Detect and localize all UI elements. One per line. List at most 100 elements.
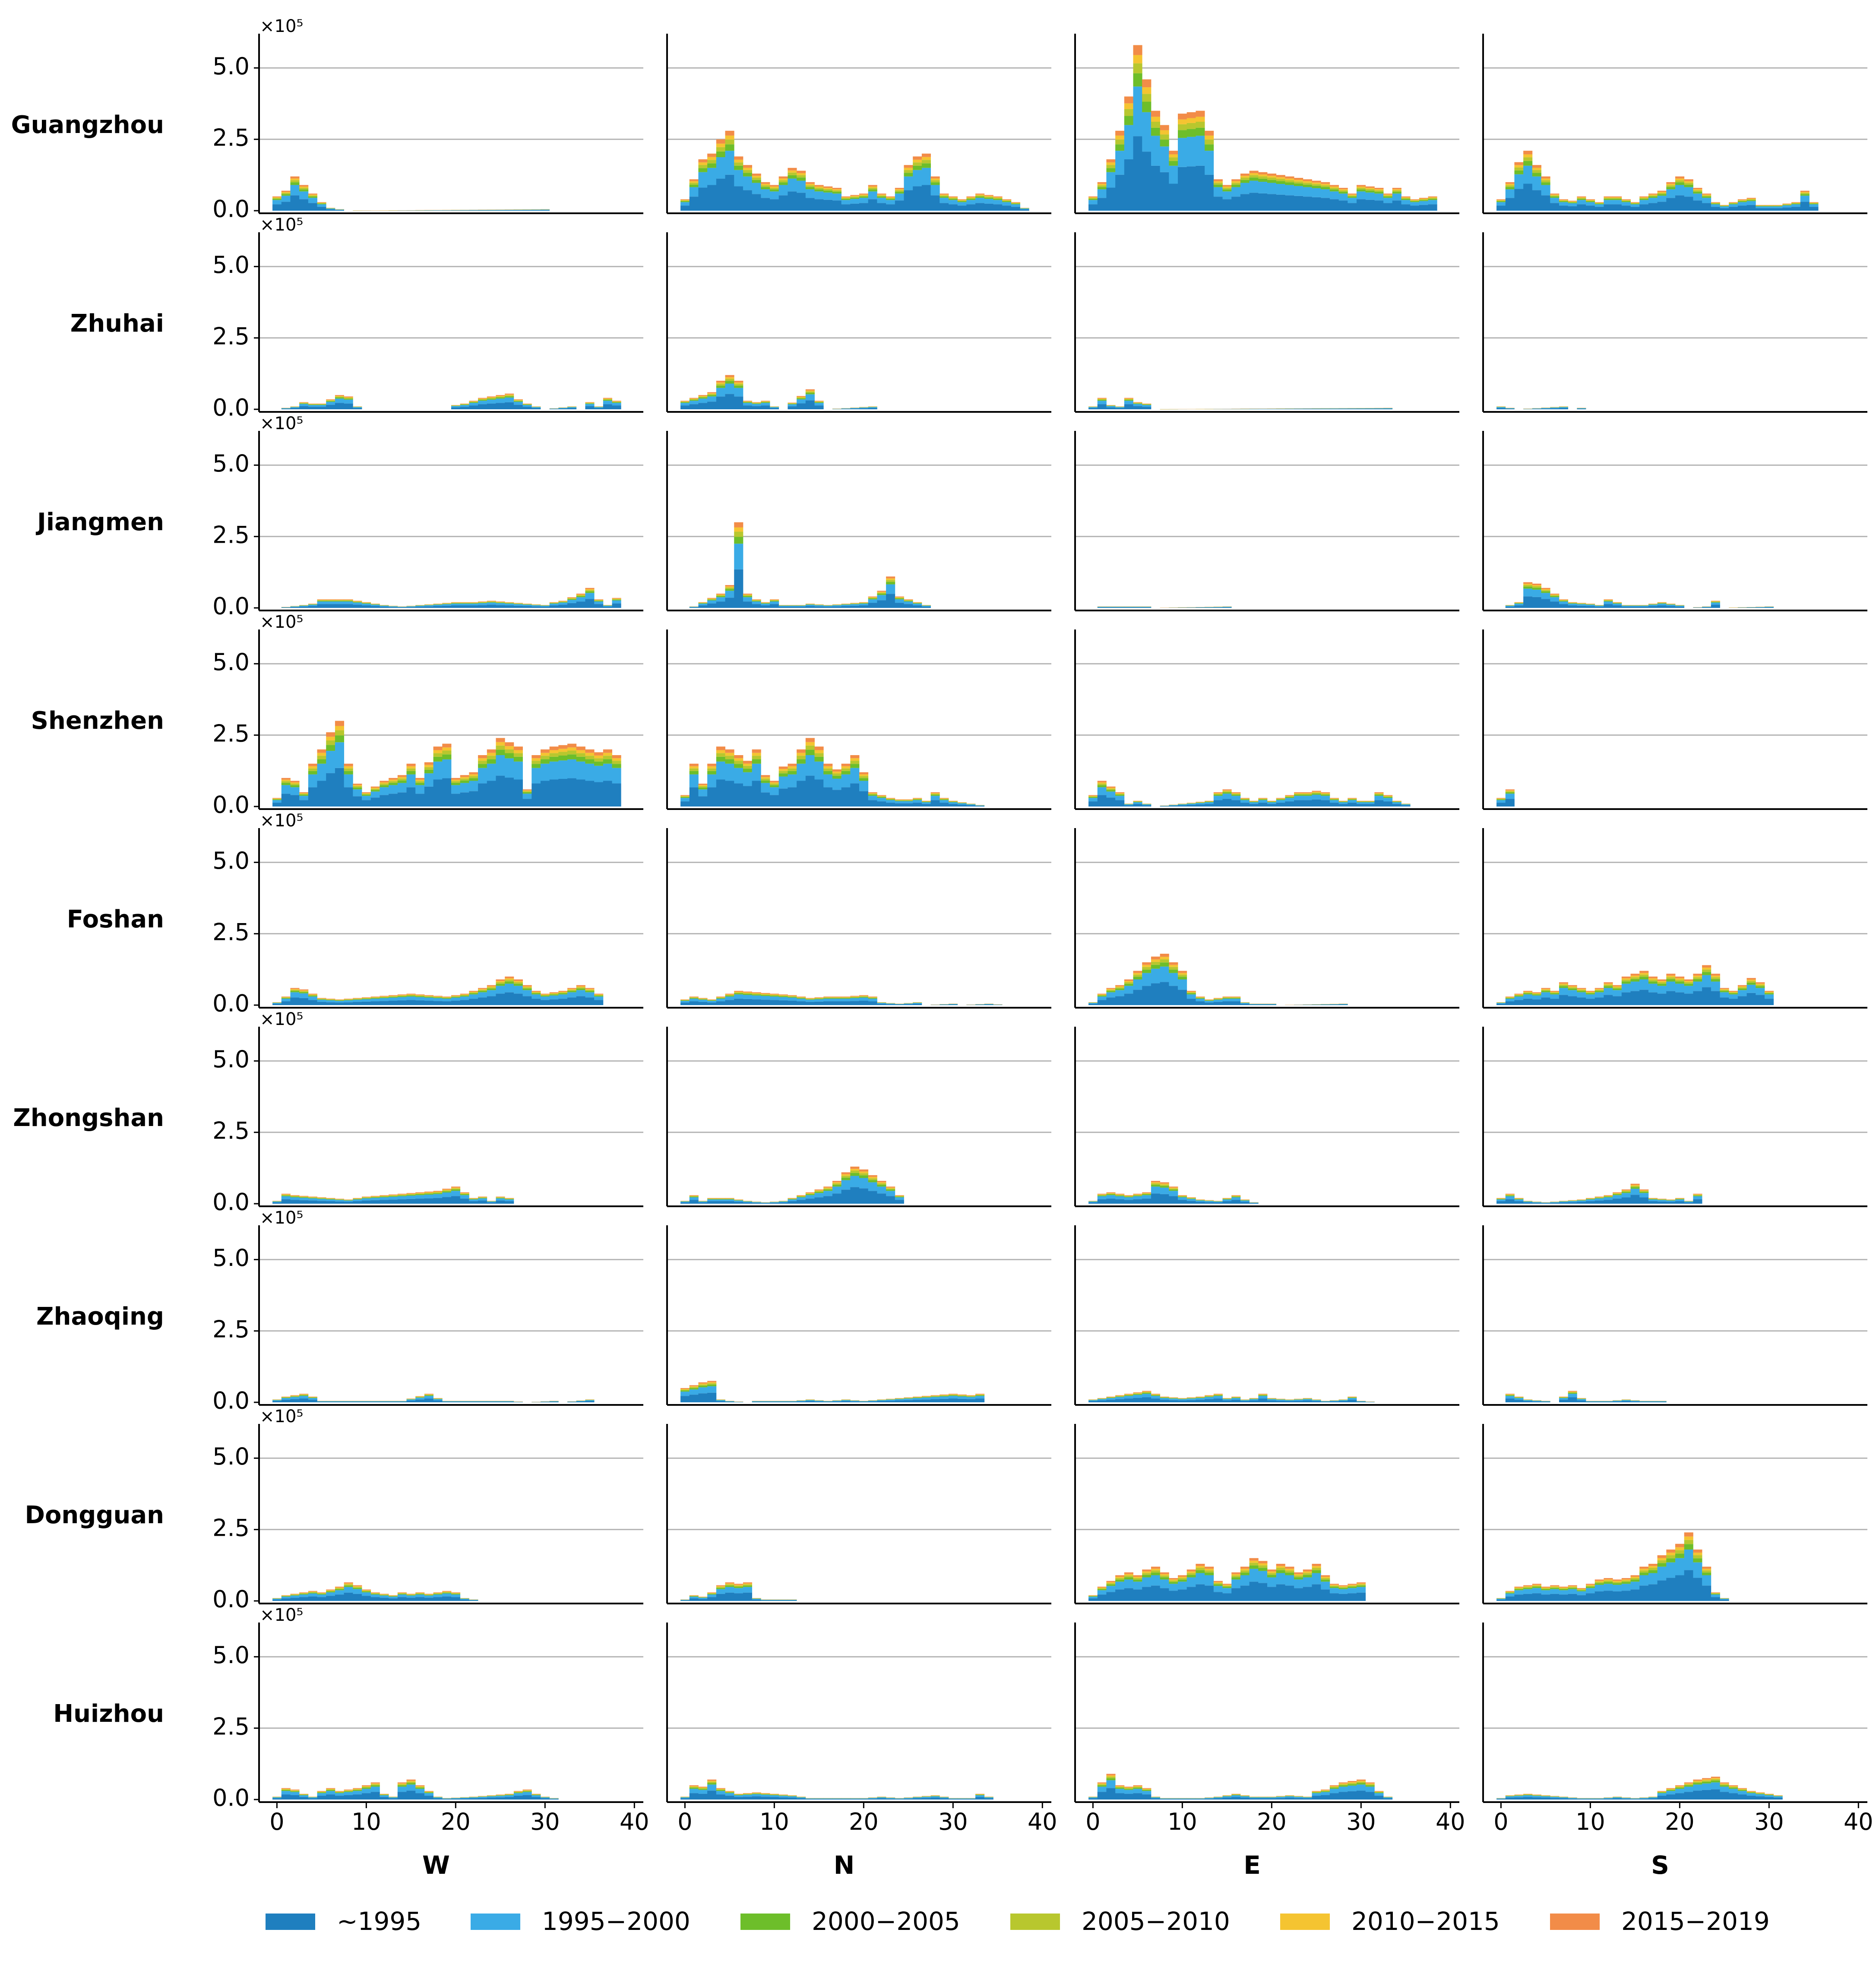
bar-segment xyxy=(895,200,904,211)
bar-segment xyxy=(1106,1192,1115,1193)
bar-segment xyxy=(567,597,576,598)
bar-segment xyxy=(478,401,487,404)
bar-segment xyxy=(335,599,344,600)
bar-segment xyxy=(743,764,752,766)
bar-segment xyxy=(734,992,743,993)
bar-segment xyxy=(1098,1399,1107,1401)
bar-segment xyxy=(770,187,779,188)
bar-segment xyxy=(1142,1199,1151,1204)
bar-segment xyxy=(1720,997,1729,1005)
bar-segment xyxy=(1339,192,1348,193)
bar-segment xyxy=(576,601,585,608)
bar-segment xyxy=(371,1594,380,1597)
bar-segment xyxy=(531,210,541,211)
bar-segment xyxy=(469,401,478,402)
bar-segment xyxy=(371,1198,380,1200)
bar-segment xyxy=(823,189,832,190)
bar-segment xyxy=(707,1199,716,1201)
bar-segment xyxy=(1187,991,1196,992)
bar-segment xyxy=(1568,989,1577,990)
bar-segment xyxy=(371,790,380,792)
bar-segment xyxy=(761,401,770,402)
bar-segment xyxy=(806,746,815,750)
bar-segment xyxy=(1383,198,1392,203)
bar-segment xyxy=(585,990,594,991)
bar-segment xyxy=(734,764,743,768)
bar-segment xyxy=(317,756,326,759)
bar-segment xyxy=(698,1002,707,1005)
bar-segment xyxy=(407,1196,416,1199)
bar-segment xyxy=(1541,593,1550,599)
bar-segment xyxy=(1142,804,1151,805)
bar-segment xyxy=(1214,795,1223,796)
bar-segment xyxy=(832,189,842,190)
bar-segment xyxy=(550,603,559,604)
bar-segment xyxy=(868,190,877,192)
bar-segment xyxy=(1294,794,1303,795)
bar-segment xyxy=(752,996,761,999)
bar-segment xyxy=(1506,189,1515,198)
bar-segment xyxy=(585,991,594,992)
bar-segment xyxy=(788,1199,797,1201)
bar-segment xyxy=(1231,795,1240,796)
bar-segment xyxy=(1294,178,1303,180)
bar-segment xyxy=(308,193,317,194)
bar-segment xyxy=(886,204,895,211)
bar-segment xyxy=(716,1201,725,1204)
bar-segment xyxy=(1523,1400,1532,1401)
bar-segment xyxy=(698,168,707,172)
bar-segment xyxy=(1586,992,1595,993)
bar-segment xyxy=(1658,192,1667,193)
bar-segment xyxy=(1339,1004,1348,1005)
bar-segment xyxy=(567,751,576,755)
bar-segment xyxy=(993,204,1002,211)
bar-segment xyxy=(451,1189,460,1191)
bar-segment xyxy=(558,993,567,995)
bar-segment xyxy=(487,753,496,756)
panel-zhuhai-e xyxy=(1075,232,1459,412)
bar-segment xyxy=(523,404,532,405)
bar-segment xyxy=(1088,408,1098,409)
bar-segment xyxy=(1205,804,1214,807)
bar-segment xyxy=(398,1199,407,1204)
bar-segment xyxy=(1639,606,1648,607)
bar-segment xyxy=(389,794,398,807)
bar-segment xyxy=(1223,792,1232,794)
bar-segment xyxy=(317,207,326,211)
bar-segment xyxy=(1106,607,1115,608)
bar-segment xyxy=(1020,209,1029,211)
bar-segment xyxy=(931,1397,940,1399)
bar-segment xyxy=(290,607,299,608)
bar-segment xyxy=(1187,1198,1196,1199)
bar-segment xyxy=(958,206,967,211)
bar-segment xyxy=(698,398,707,399)
bar-segment xyxy=(1088,204,1098,211)
bar-segment xyxy=(272,199,282,200)
bar-segment xyxy=(1240,803,1250,807)
bar-segment xyxy=(1312,1400,1321,1401)
bar-segment xyxy=(1133,404,1142,406)
bar-segment xyxy=(940,203,949,211)
bar-segment xyxy=(1196,1200,1205,1201)
bar-segment xyxy=(550,994,559,995)
bar-segment xyxy=(1622,1197,1631,1204)
bar-segment xyxy=(815,1401,824,1402)
bar-segment xyxy=(1383,195,1392,196)
bar-segment xyxy=(1800,191,1810,192)
bar-segment xyxy=(1648,977,1658,978)
bar-segment xyxy=(1124,1396,1133,1398)
bar-segment xyxy=(567,600,576,603)
bar-segment xyxy=(1169,184,1178,211)
bar-segment xyxy=(371,1593,380,1594)
bar-segment xyxy=(415,997,424,1000)
bar-segment xyxy=(761,402,770,403)
bar-segment xyxy=(1106,787,1115,788)
bar-segment xyxy=(1124,979,1133,981)
bar-segment xyxy=(1214,796,1223,800)
bar-segment xyxy=(1639,979,1648,990)
bar-segment xyxy=(308,994,317,995)
bar-segment xyxy=(707,157,716,160)
bar-segment xyxy=(541,756,550,759)
bar-segment xyxy=(1240,1202,1250,1204)
